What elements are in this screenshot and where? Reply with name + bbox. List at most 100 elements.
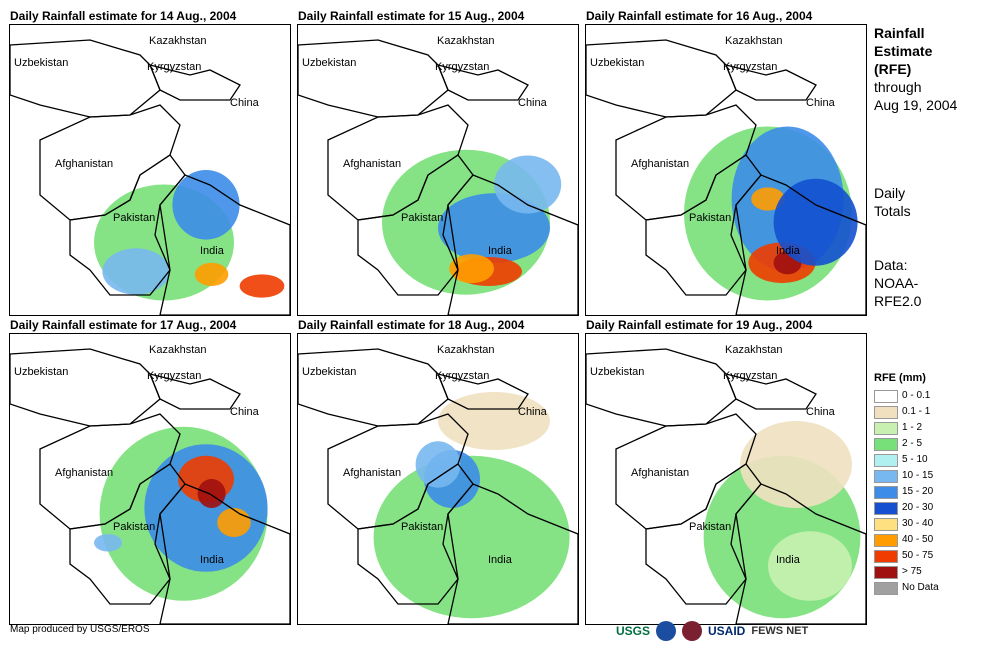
country-label-uzbekistan: Uzbekistan: [302, 366, 357, 378]
rainfall-area: [773, 178, 858, 266]
country-label-china: China: [806, 97, 835, 109]
country-label-afghanistan: Afghanistan: [55, 158, 114, 170]
legend-swatch: [874, 422, 898, 435]
country-border: [357, 154, 474, 296]
side-data-line: Data:: [874, 257, 908, 273]
legend-swatch: [874, 534, 898, 547]
legend-label: 1 - 2: [902, 422, 923, 433]
legend-swatch: [874, 502, 898, 515]
legend-label: 0 - 0.1: [902, 390, 931, 401]
country-border: [159, 483, 290, 624]
country-label-china: China: [806, 406, 835, 418]
country-label-kyrgyzstan: Kyrgyzstan: [147, 61, 202, 73]
country-border: [645, 154, 762, 296]
country-border: [298, 348, 449, 427]
panel-title: Daily Rainfall estimate for 19 Aug., 200…: [586, 318, 813, 332]
side-data-source: Data: NOAA- RFE2.0: [874, 256, 921, 310]
rainfall-area: [239, 274, 285, 298]
legend-label: 20 - 30: [902, 502, 934, 513]
credit-text: Map produced by USGS/EROS: [10, 624, 150, 635]
rainfall-area: [438, 392, 550, 450]
rainfall-area: [449, 254, 494, 284]
country-border: [436, 64, 529, 101]
country-border: [148, 373, 241, 410]
rainfall-area: [494, 155, 562, 214]
panel-title: Daily Rainfall estimate for 18 Aug., 200…: [298, 318, 525, 332]
country-label-afghanistan: Afghanistan: [343, 467, 402, 479]
legend-label: 0.1 - 1: [902, 406, 931, 417]
country-label-afghanistan: Afghanistan: [631, 467, 690, 479]
side-title-line: (RFE): [874, 61, 912, 77]
country-label-india: India: [200, 554, 224, 566]
country-label-uzbekistan: Uzbekistan: [14, 366, 69, 378]
country-label-kazakhstan: Kazakhstan: [149, 344, 207, 356]
country-label-india: India: [488, 245, 512, 257]
side-totals-line: Daily: [874, 185, 906, 201]
country-label-uzbekistan: Uzbekistan: [302, 57, 357, 69]
noaa-logo-icon: [656, 621, 677, 641]
panel-title: Daily Rainfall estimate for 14 Aug., 200…: [10, 9, 237, 23]
map-panel-15aug: Kazakhstan Uzbekistan Kyrgyzstan China Afgha…: [297, 24, 579, 316]
side-data-line: NOAA-: [874, 275, 919, 291]
country-label-pakistan: Pakistan: [113, 212, 156, 224]
country-label-kyrgyzstan: Kyrgyzstan: [435, 370, 490, 382]
nasa-logo-icon: [682, 621, 703, 641]
side-title: Rainfall Estimate (RFE) through Aug 19, …: [874, 24, 957, 114]
country-label-kazakhstan: Kazakhstan: [437, 35, 495, 47]
country-label-uzbekistan: Uzbekistan: [590, 366, 645, 378]
map-panel-18aug: Kazakhstan Uzbekistan Kyrgyzstan China Afgha…: [297, 333, 579, 625]
map-canvas: [298, 39, 578, 315]
legend-label: 5 - 10: [902, 454, 928, 465]
country-label-kazakhstan: Kazakhstan: [725, 35, 783, 47]
map-canvas: [10, 39, 290, 315]
map-canvas: [298, 348, 578, 624]
country-label-kyrgyzstan: Kyrgyzstan: [723, 370, 778, 382]
panel-title: Daily Rainfall estimate for 17 Aug., 200…: [10, 318, 237, 332]
country-label-afghanistan: Afghanistan: [55, 467, 114, 479]
map-panel-14aug: Kazakhstan Uzbekistan Kyrgyzstan China Afgha…: [9, 24, 291, 316]
country-label-kyrgyzstan: Kyrgyzstan: [435, 61, 490, 73]
legend-swatch: [874, 566, 898, 579]
country-border: [735, 483, 866, 624]
panel-title: Daily Rainfall estimate for 16 Aug., 200…: [586, 9, 813, 23]
legend-swatch: [874, 518, 898, 531]
panel-title: Daily Rainfall estimate for 15 Aug., 200…: [298, 9, 525, 23]
legend-label: 50 - 75: [902, 550, 934, 561]
country-label-afghanistan: Afghanistan: [631, 158, 690, 170]
country-border: [436, 373, 529, 410]
rainfall-area: [415, 441, 461, 488]
country-border: [10, 348, 161, 427]
rainfall-area: [172, 170, 240, 240]
country-label-kazakhstan: Kazakhstan: [725, 344, 783, 356]
legend-swatch: [874, 454, 898, 467]
rainfall-area: [102, 248, 170, 295]
country-label-uzbekistan: Uzbekistan: [14, 57, 69, 69]
map-canvas: [10, 348, 290, 624]
legend-swatch: [874, 438, 898, 451]
side-through-line: Aug 19, 2004: [874, 97, 958, 113]
legend-label: 40 - 50: [902, 534, 934, 545]
legend-swatch: [874, 406, 898, 419]
country-border: [735, 174, 866, 315]
legend-swatch: [874, 582, 898, 595]
rainfall-area: [768, 531, 852, 601]
country-label-uzbekistan: Uzbekistan: [590, 57, 645, 69]
country-border: [586, 348, 737, 427]
legend-label: 10 - 15: [902, 470, 934, 481]
legend-swatch: [874, 470, 898, 483]
country-label-china: China: [518, 406, 547, 418]
fewsnet-logo: FEWS NET: [751, 625, 809, 637]
side-through-line: through: [874, 79, 922, 95]
rainfall-area: [217, 508, 251, 537]
country-label-afghanistan: Afghanistan: [343, 158, 402, 170]
map-canvas: [586, 39, 866, 315]
country-border: [159, 174, 290, 315]
country-border: [298, 39, 449, 118]
logo-strip: USGS USAID FEWS NET: [616, 618, 814, 644]
country-border: [645, 463, 762, 605]
country-label-india: India: [488, 554, 512, 566]
legend-swatch: [874, 390, 898, 403]
country-label-china: China: [230, 406, 259, 418]
country-label-pakistan: Pakistan: [689, 212, 732, 224]
side-data-line: RFE2.0: [874, 293, 922, 309]
